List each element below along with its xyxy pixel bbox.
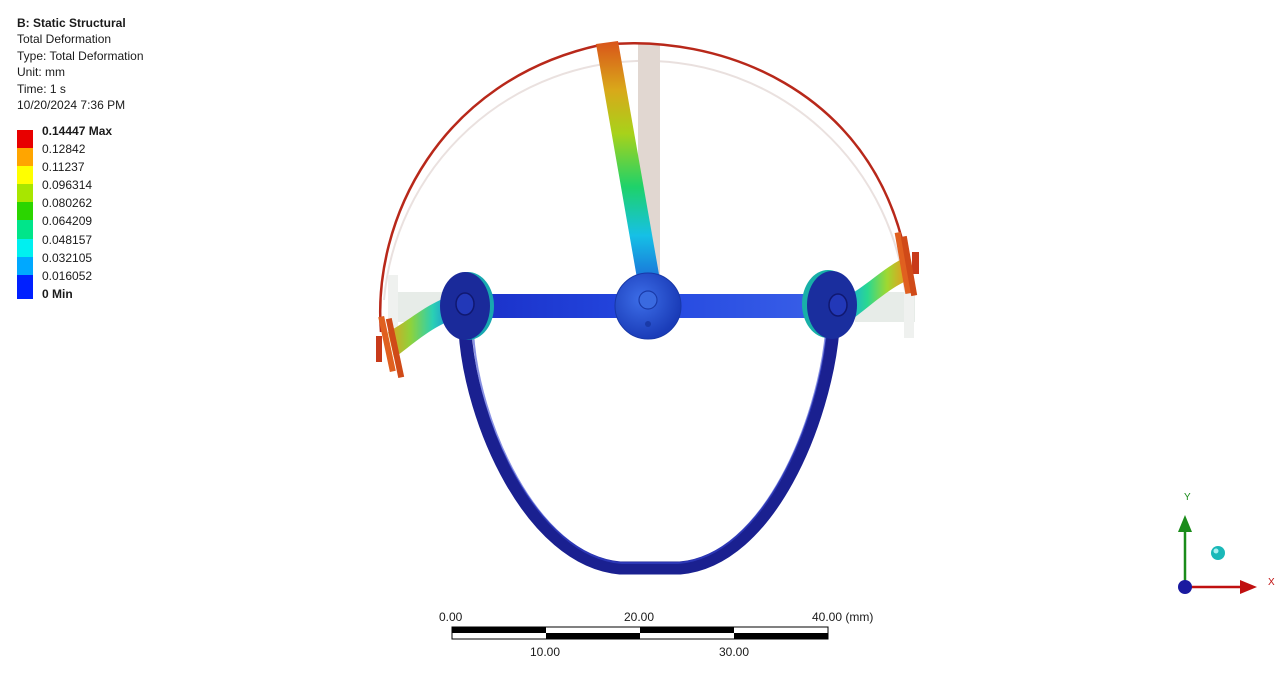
legend-label: 0.016052	[42, 268, 93, 283]
legend-swatch	[17, 274, 33, 293]
left-flange	[376, 315, 405, 378]
center-hub	[614, 272, 682, 340]
legend-swatch	[17, 166, 33, 185]
legend-swatch	[17, 220, 33, 239]
result-type: Type: Total Deformation	[17, 48, 144, 63]
right-arm	[848, 260, 904, 318]
undeformed-outline	[383, 44, 915, 338]
result-date: 10/20/2024 7:36 PM	[17, 98, 126, 113]
legend-swatch	[17, 148, 33, 167]
legend-label: 0.032105	[42, 250, 93, 265]
legend-label: 0.064209	[42, 214, 93, 229]
legend-label: 0.048157	[42, 232, 93, 247]
legend-swatch	[17, 202, 33, 221]
legend-swatch	[17, 292, 33, 299]
result-name: Total Deformation	[17, 32, 112, 47]
left-arm	[388, 296, 452, 358]
result-info: B: Static Structural Total Deformation T…	[17, 15, 144, 113]
bottom-loop	[458, 329, 840, 575]
legend-max-label: 0.14447 Max	[42, 124, 113, 138]
legend-swatch	[17, 238, 33, 257]
legend-label: 0.080262	[42, 196, 93, 211]
top-spoke	[596, 41, 660, 284]
legend-swatch	[17, 184, 33, 203]
legend-swatch	[17, 130, 33, 149]
legend-label: 0.12842	[42, 142, 86, 157]
legend-min-label: 0 Min	[42, 286, 73, 301]
result-unit: Unit: mm	[17, 65, 65, 80]
result-time: Time: 1 s	[17, 81, 66, 96]
right-joint	[802, 270, 857, 339]
legend-label: 0.096314	[42, 178, 93, 193]
left-joint	[440, 272, 494, 340]
legend-swatch	[17, 256, 33, 275]
legend-label: 0.11237	[42, 160, 85, 175]
analysis-title: B: Static Structural	[17, 16, 126, 30]
right-flange	[894, 231, 919, 297]
